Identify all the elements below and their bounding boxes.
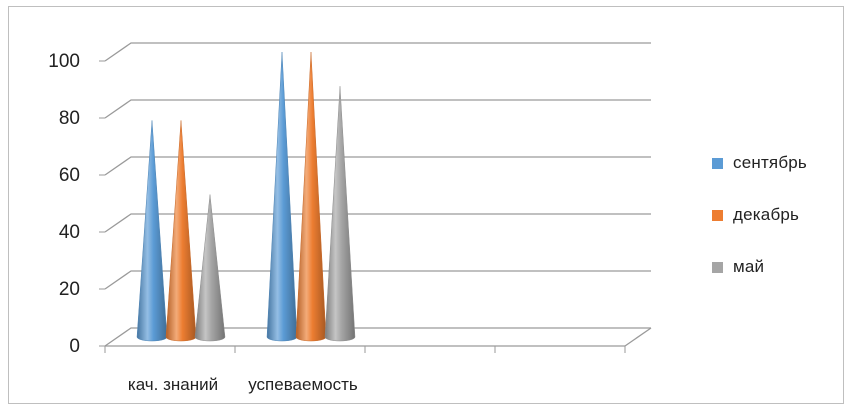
y-tick-label: 60 — [59, 165, 80, 186]
cone-bar — [295, 51, 327, 342]
legend-swatch — [712, 157, 723, 169]
legend-item-may: май — [712, 254, 807, 280]
legend-label: май — [733, 257, 765, 276]
legend: сентябрь декабрь май — [712, 150, 807, 306]
y-tick-label: 20 — [59, 279, 80, 300]
gridline — [104, 99, 651, 119]
cones-group — [136, 51, 356, 342]
y-tick-label: 100 — [48, 51, 80, 72]
legend-item-dekabr: декабрь — [712, 202, 807, 228]
legend-label: декабрь — [733, 205, 800, 224]
gridline — [104, 270, 651, 290]
gridline — [104, 327, 651, 347]
legend-swatch — [712, 261, 723, 273]
x-category-label: кач. знаний — [128, 375, 218, 394]
axis-group: 0 20 40 60 80 100 кач. знаний успеваемость — [48, 42, 652, 394]
gridline — [104, 213, 651, 233]
gridline — [104, 156, 651, 176]
legend-label: сентябрь — [733, 153, 807, 172]
cone-bar — [194, 194, 226, 342]
y-tick-label: 80 — [59, 108, 80, 129]
gridline — [104, 42, 651, 62]
legend-item-sentyabr: сентябрь — [712, 150, 807, 176]
floor-edge — [624, 327, 652, 347]
cone-bar — [266, 51, 298, 342]
cone-bar — [136, 120, 168, 342]
y-tick-label: 0 — [69, 336, 80, 357]
y-tick-label: 40 — [59, 222, 80, 243]
legend-swatch — [712, 209, 723, 221]
x-category-label: успеваемость — [248, 375, 358, 394]
cone-bar — [165, 120, 197, 342]
cone-bar — [324, 86, 356, 342]
